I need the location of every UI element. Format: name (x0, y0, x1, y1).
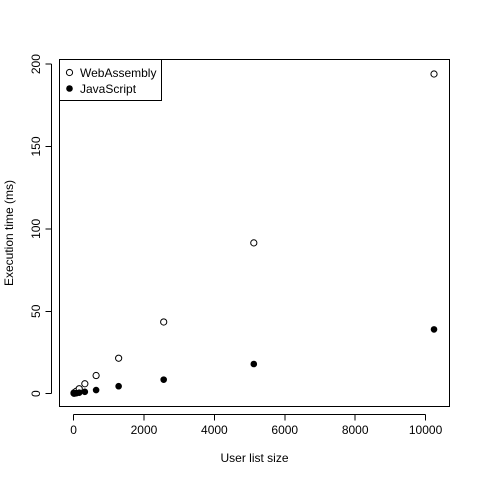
legend-label-javascript: JavaScript (80, 82, 137, 96)
legend-box (59, 59, 162, 101)
x-tick-label: 6000 (271, 423, 298, 437)
x-axis-label: User list size (220, 451, 288, 465)
data-point-javascript (81, 388, 89, 396)
data-point-javascript (160, 376, 167, 383)
plot-frame (59, 59, 450, 407)
points-layer (70, 70, 438, 397)
y-tick-label: 0 (29, 390, 43, 397)
y-tick-label: 200 (29, 54, 43, 74)
x-tick-label: 8000 (342, 423, 369, 437)
data-point-javascript (430, 326, 438, 333)
data-point-webassembly (115, 354, 123, 362)
y-tick-label: 150 (29, 136, 43, 156)
x-tick-label: 4000 (201, 423, 228, 437)
data-point-webassembly (430, 70, 438, 78)
data-point-webassembly (92, 371, 100, 380)
data-point-javascript (115, 382, 122, 390)
data-point-javascript (92, 386, 100, 394)
x-tick-label: 2000 (131, 423, 158, 437)
data-point-webassembly (160, 318, 168, 326)
series-javascript (70, 326, 438, 397)
x-tick-label: 0 (70, 423, 77, 437)
legend-marker-javascript (66, 85, 73, 92)
axes-layer: 0 2000 4000 6000 8000 10000 0 50 100 150 200 (29, 54, 443, 437)
y-axis-label: Execution time (ms) (2, 180, 16, 286)
legend: WebAssembly JavaScript (59, 59, 162, 101)
data-point-webassembly (81, 380, 89, 388)
y-tick-label: 50 (29, 304, 43, 318)
data-point-javascript (250, 360, 258, 368)
legend-label-webassembly: WebAssembly (80, 66, 156, 80)
data-point-javascript (75, 389, 83, 396)
x-tick-label: 10000 (409, 423, 443, 437)
legend-marker-webassembly (65, 68, 74, 77)
y-tick-label: 100 (29, 219, 43, 239)
data-point-webassembly (250, 239, 258, 247)
